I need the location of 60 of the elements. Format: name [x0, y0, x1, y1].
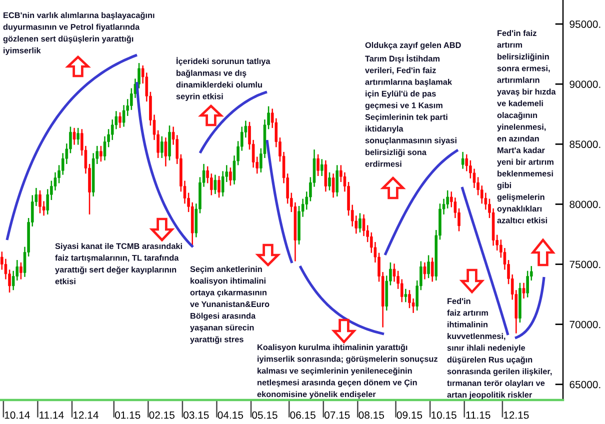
candlestick	[522, 282, 526, 299]
annotation: Siyasi kanat ile TCMB arasındaki faiz tartışmalarının, TL tarafında yarattığı sert değer kayıplarının etkisi	[55, 243, 182, 284]
candlestick	[400, 279, 404, 302]
candlestick	[461, 152, 464, 169]
x-tick-label: 11.14	[40, 411, 64, 419]
y-tick-label: 90000.	[570, 80, 600, 88]
y-tick-label: 95000.	[570, 20, 600, 28]
annotation: Seçim anketlerinin koalisyon ihtimalini ortaya çıkarmasının ve Yunanistan&Euro Bölgesi arasında yaşanan sürecin yarattığı stres	[190, 266, 270, 344]
x-tick-label: 12.15	[504, 411, 529, 419]
candlestick	[210, 174, 213, 196]
annotation: İçerideki sorunun tatlıya bağlanması ve dış dinamiklerdeki olumlu seyrin etkisi	[176, 57, 270, 101]
x-tick-label: 05.15	[252, 411, 278, 419]
candlestick	[465, 154, 468, 172]
x-tick-label: 02.15	[149, 411, 174, 419]
candlestick	[160, 136, 164, 158]
candlestick	[320, 159, 324, 176]
candlestick	[526, 270, 529, 298]
candlestick	[72, 128, 76, 145]
candlestick	[430, 258, 434, 282]
candlestick	[427, 255, 430, 278]
x-tick-label: 06.15	[290, 411, 316, 419]
candlestick	[328, 172, 331, 190]
y-tick-label: 80000.	[570, 200, 600, 208]
x-tick-label: 12.14	[73, 411, 98, 419]
candlestick	[76, 128, 80, 145]
candlestick	[20, 262, 22, 280]
text: Fed'in faiz artırım belirsizliğinin sonra ermesi, artırımların yavaş bir hızda ve kademeli olacağının yinelenmesi, en azından Mart'a kadar yeni bir artırım beklenmemesi gibi gelişmelerin oynaklıkları azaltıcı etkisi	[497, 30, 556, 224]
candlestick	[358, 213, 362, 232]
x-tick-label: 10.15	[432, 411, 456, 419]
candlestick	[423, 262, 426, 280]
annotation: Koalisyon kurulma ihtimalinin yarattığı iyimserlik sonrasında; görüşmelerin sonuçsuz kalması ve seçimlerinin yenileneceğinin netleşmesi arasında geçen dönem ve Çin ekonomisine yönelik endişeler	[257, 344, 438, 399]
text: Fed'in faiz artırım ihtimalinin kuvvetlenmesi, sınır ihlali nedeniyle düşürelen Rus uçağın sonrasında gerilen ilişkiler, tırmanan terör olayları ve artan jeopolitik riskler	[447, 298, 552, 400]
candlestick	[412, 298, 415, 313]
x-tick-label: 08.15	[358, 411, 384, 419]
x-tick-label: 04.15	[218, 411, 244, 419]
candlestick	[336, 165, 339, 196]
y-tick-label: 70000.	[570, 320, 600, 328]
candlestick	[404, 288, 408, 302]
candlestick	[324, 160, 328, 192]
candlestick	[118, 112, 122, 128]
candlestick	[332, 174, 335, 198]
x-tick-label: 01.15	[114, 411, 140, 419]
candlestick	[214, 174, 217, 194]
candlestick	[316, 154, 320, 176]
y-tick-label: 85000.	[570, 140, 600, 148]
y-tick-label: 65000.	[570, 380, 600, 388]
x-tick-label: 07.15	[324, 411, 350, 419]
candlestick	[229, 168, 232, 186]
x-tick-label: 10.14	[4, 411, 30, 419]
candlestick	[46, 189, 50, 214]
x-tick-label: 11.15	[466, 411, 490, 419]
x-tick-label: 03.15	[184, 411, 209, 419]
candlestick	[218, 176, 220, 198]
x-tick-label: 09.15	[396, 411, 422, 419]
candlestick	[38, 190, 42, 214]
y-tick-label: 75000.	[570, 260, 600, 268]
text: Oldukça zayıf gelen ABD Tarım Dışı İstihdam verileri, Fed'in faiz artırımlarına başlamak için Eylül'ü de pas geçmesi ve 1 Kasım Seçimlerinin tek parti iktidarıyla sonuçlanmasının siyasi belirsizliği sona erdirmesi	[365, 42, 461, 167]
candlestick	[100, 146, 102, 162]
candlestick	[164, 138, 168, 166]
annotation: ECB'nin varlık alımlarına başlayacağını duyurmasının ve Petrol fiyatlarında gözlenen sert düşüşlerin yarattığı iyimserlik	[3, 12, 154, 55]
